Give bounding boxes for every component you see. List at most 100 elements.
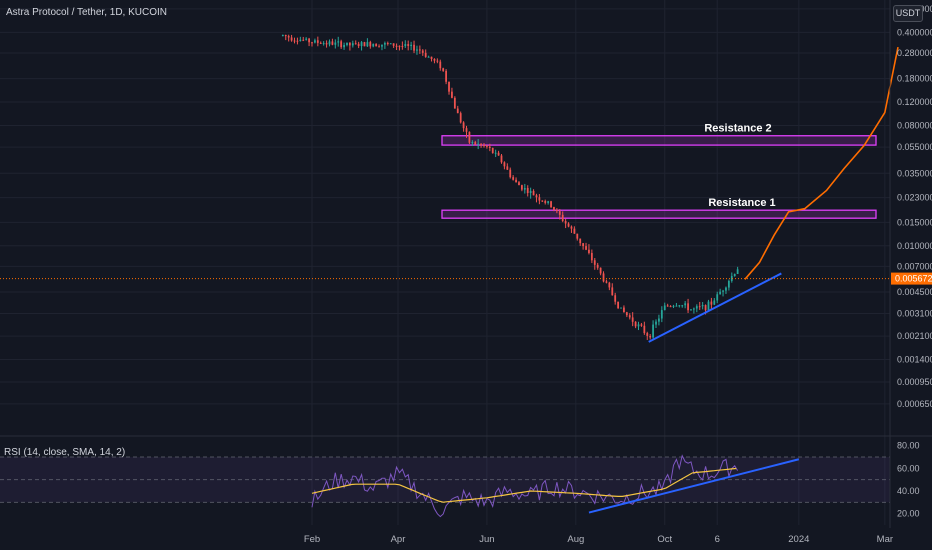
candle-body: [322, 43, 325, 45]
rsi-pane: [0, 454, 890, 518]
candle-body: [462, 122, 465, 129]
resistance-zone: [441, 209, 877, 219]
candle-body: [474, 142, 477, 145]
price-tick-label: 0.120000: [897, 97, 932, 107]
candle-body: [314, 40, 316, 43]
candle-body: [354, 43, 357, 45]
candle-body: [707, 301, 710, 311]
candle-body: [343, 44, 345, 48]
rsi-tick-label: 60.00: [897, 463, 920, 473]
candle-body: [360, 42, 363, 47]
candle-body: [669, 306, 672, 308]
candle-body: [369, 42, 372, 47]
time-tick-label: 2024: [788, 534, 809, 545]
candle-body: [663, 305, 666, 311]
candle-body: [378, 46, 380, 48]
candle-body: [658, 318, 660, 322]
price-tick-label: 0.000950: [897, 377, 932, 387]
time-tick-label: Oct: [657, 534, 672, 545]
candle-body: [302, 39, 305, 41]
candle-body: [500, 155, 503, 163]
candle-body: [532, 190, 535, 196]
candle-body: [346, 42, 348, 45]
candle-body: [430, 56, 433, 59]
candle-body: [529, 190, 532, 194]
candle-body: [305, 38, 308, 40]
candle-body: [660, 310, 663, 319]
candle-body: [643, 325, 646, 334]
candle-body: [433, 58, 436, 61]
candle-body: [675, 305, 678, 307]
candle-body: [381, 44, 383, 47]
candle-body: [340, 41, 343, 48]
candle-body: [348, 42, 351, 46]
rsi-tick-label: 20.00: [897, 509, 920, 519]
candle-body: [316, 40, 319, 43]
candle-body: [512, 177, 515, 180]
candle-body: [585, 246, 587, 250]
resistance-label: Resistance 2: [704, 123, 771, 135]
time-tick-label: Aug: [567, 534, 584, 545]
candle-body: [427, 56, 430, 58]
candle-body: [535, 195, 538, 198]
candle-body: [573, 228, 576, 234]
rsi-ma-line: [311, 467, 737, 503]
rsi-tick-label: 40.00: [897, 486, 920, 496]
candle-body: [456, 108, 459, 114]
candle-body: [494, 152, 497, 154]
candle-body: [515, 179, 517, 183]
candle-body: [308, 38, 310, 43]
price-tick-label: 0.000650: [897, 399, 932, 409]
candle-body: [710, 301, 713, 305]
candle-body: [389, 43, 392, 45]
candle-body: [558, 211, 561, 215]
candle-body: [625, 312, 628, 316]
price-tick-label: 0.004500: [897, 287, 932, 297]
candle-body: [666, 305, 669, 307]
candle-body: [351, 43, 354, 46]
candle-body: [733, 273, 736, 277]
candle-body: [311, 42, 313, 44]
candle-body: [416, 49, 418, 51]
candle-body: [319, 42, 322, 44]
candle-body: [486, 145, 488, 147]
candle-body: [453, 97, 456, 109]
candle-body: [404, 44, 407, 47]
candle-body: [623, 307, 625, 313]
candle-body: [655, 321, 657, 325]
candle-body: [488, 146, 491, 148]
candle-body: [284, 34, 287, 37]
candle-body: [299, 39, 302, 41]
rsi-tick-label: 80.00: [897, 441, 920, 451]
candle-body: [687, 303, 689, 311]
price-tick-label: 0.280000: [897, 48, 932, 58]
candle-body: [646, 333, 649, 336]
candle-body: [698, 306, 701, 308]
candle-body: [281, 34, 284, 36]
time-tick-label: Apr: [391, 534, 406, 545]
candle-body: [725, 287, 727, 291]
price-tick-label: 0.035000: [897, 168, 932, 178]
chart-title: Astra Protocol / Tether, 1D, KUCOIN: [6, 7, 167, 18]
candle-body: [590, 252, 593, 261]
candle-body: [681, 305, 684, 307]
projection-line: [744, 46, 899, 280]
time-tick-label: 6: [715, 534, 720, 545]
candle-body: [442, 68, 445, 71]
candle-body: [328, 41, 331, 45]
candle-body: [520, 185, 523, 190]
candle-body: [701, 305, 704, 307]
candle-body: [293, 40, 296, 42]
resistance-zone: [441, 135, 877, 146]
candle-body: [593, 260, 596, 265]
candle-body: [727, 280, 730, 288]
candle-body: [418, 49, 421, 51]
candle-body: [652, 324, 654, 338]
candle-body: [424, 52, 427, 57]
price-tick-label: 0.055000: [897, 142, 932, 152]
price-tick-label: 0.002100: [897, 331, 932, 341]
currency-badge[interactable]: USDT: [893, 5, 923, 22]
candle-body: [468, 131, 471, 143]
candle-body: [503, 162, 506, 167]
